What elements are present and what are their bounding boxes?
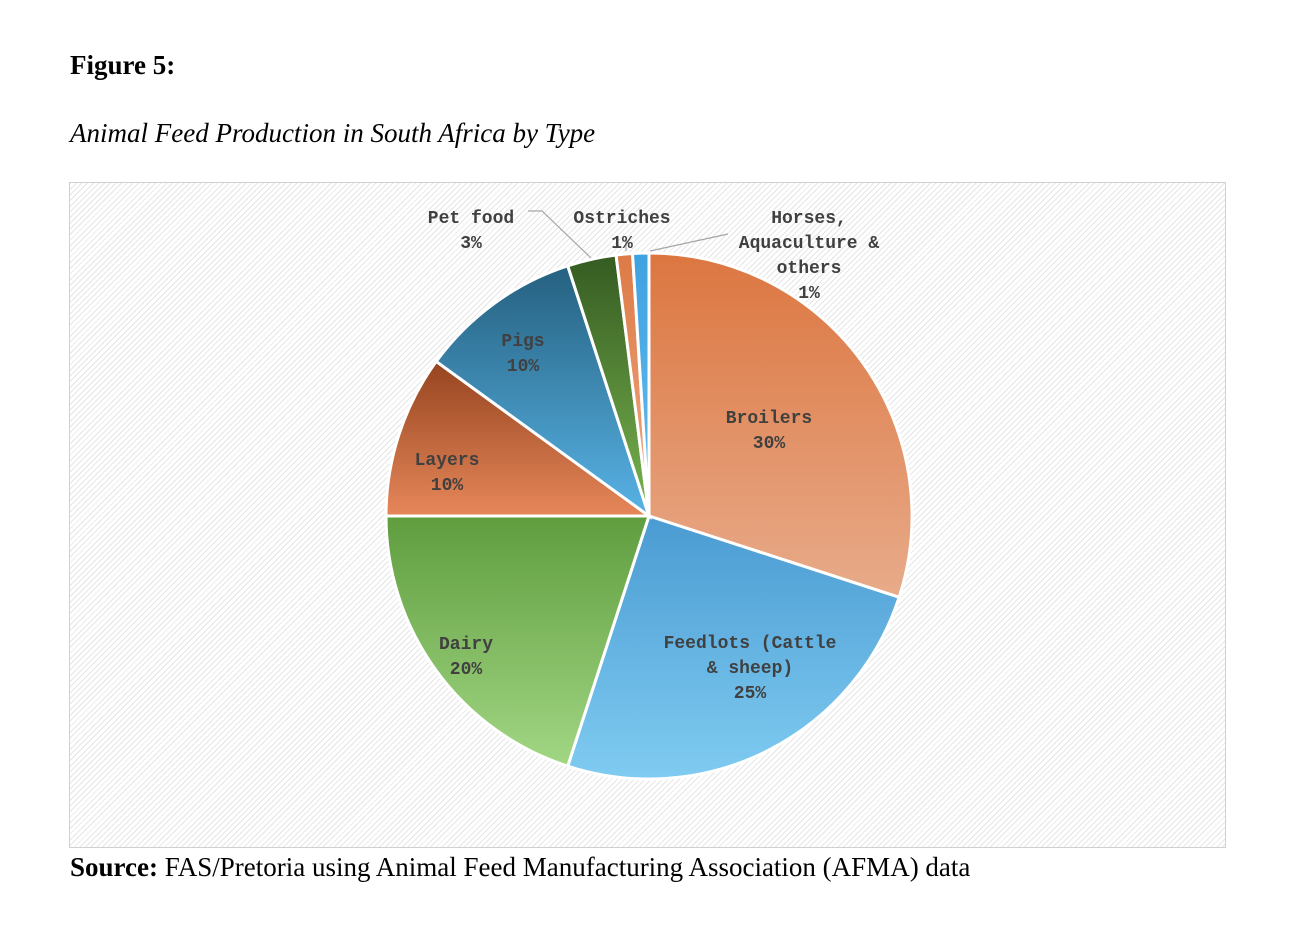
source-text: FAS/Pretoria using Animal Feed Manufactu…: [158, 852, 971, 882]
pie-slice-layers: [384, 359, 654, 518]
figure-label: Figure 5:: [70, 50, 176, 80]
chart-area: Broilers 30% Feedlots (Cattle & sheep) 25% Da…: [69, 182, 1226, 848]
data-label-name-feedlots-cattle-sheep: Feedlots (Cattle: [664, 634, 837, 654]
data-label-value-layers: 10%: [431, 476, 464, 496]
data-label-value-feedlots-cattle-sheep: 25%: [734, 684, 767, 704]
source-label: Source:: [70, 852, 158, 882]
data-label-value-dairy: 20%: [450, 660, 483, 680]
data-label-value-pigs: 10%: [507, 357, 540, 377]
pie-slice-dairy: [384, 514, 652, 769]
data-label-value-pet-food: 3%: [460, 234, 482, 254]
pie-slice-feedlots-cattle-sheep: [565, 514, 902, 781]
pie-slice-pigs: [434, 263, 652, 520]
data-label-name-pet-food: Pet food: [428, 209, 514, 229]
data-label-name-horses-aquaculture-others: Horses,: [771, 209, 847, 229]
source-note: Source: FAS/Pretoria using Animal Feed M…: [70, 852, 970, 883]
data-label-name-horses-aquaculture-others: Aquaculture &: [739, 234, 880, 254]
data-label-value-ostriches: 1%: [611, 234, 633, 254]
data-label-name-feedlots-cattle-sheep: & sheep): [707, 659, 793, 679]
data-label-name-ostriches: Ostriches: [573, 209, 670, 229]
data-label-value-broilers: 30%: [753, 434, 786, 454]
data-label-name-pigs: Pigs: [501, 332, 544, 352]
data-label-value-horses-aquaculture-others: 1%: [798, 284, 820, 304]
leader-line-pet-food: [528, 210, 592, 259]
figure-title: Animal Feed Production in South Africa b…: [70, 118, 596, 148]
data-label-name-broilers: Broilers: [726, 409, 812, 429]
data-label-name-layers: Layers: [415, 451, 480, 471]
pie-slice-broilers: [647, 251, 914, 600]
data-label-name-dairy: Dairy: [439, 635, 493, 655]
leader-line-horses-aquaculture-others: [649, 233, 729, 252]
data-label-name-horses-aquaculture-others: others: [777, 259, 842, 279]
pie-slice-horses-aquaculture-others: [630, 251, 651, 517]
pie-chart: Broilers 30% Feedlots (Cattle & sheep) 25% Da…: [384, 209, 914, 781]
